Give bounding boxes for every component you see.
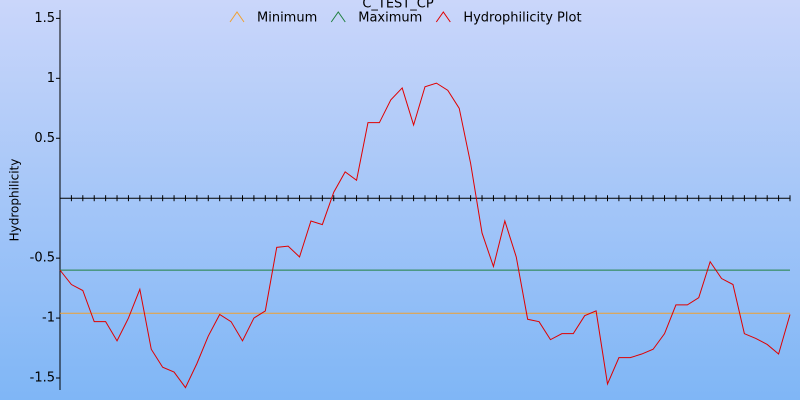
- y-tick-label: -1.5: [30, 371, 55, 386]
- legend-icon: [435, 11, 451, 23]
- y-tick-label: 1.5: [34, 11, 55, 26]
- chart-title: C_TEST_CP: [362, 0, 434, 12]
- y-tick-label: -0.5: [30, 251, 55, 266]
- data-line: [59, 82, 791, 389]
- y-tick-label: 0.5: [34, 131, 55, 146]
- y-axis-label: Hydrophilicity: [8, 159, 22, 242]
- y-tick-label: -1: [42, 311, 55, 326]
- legend-label: Maximum: [358, 11, 422, 26]
- y-tick-label: 1: [47, 71, 55, 86]
- legend-icon: [229, 11, 245, 23]
- legend-label: Hydrophilicity Plot: [463, 11, 581, 26]
- legend-icon: [330, 11, 346, 23]
- legend-label: Minimum: [257, 11, 317, 26]
